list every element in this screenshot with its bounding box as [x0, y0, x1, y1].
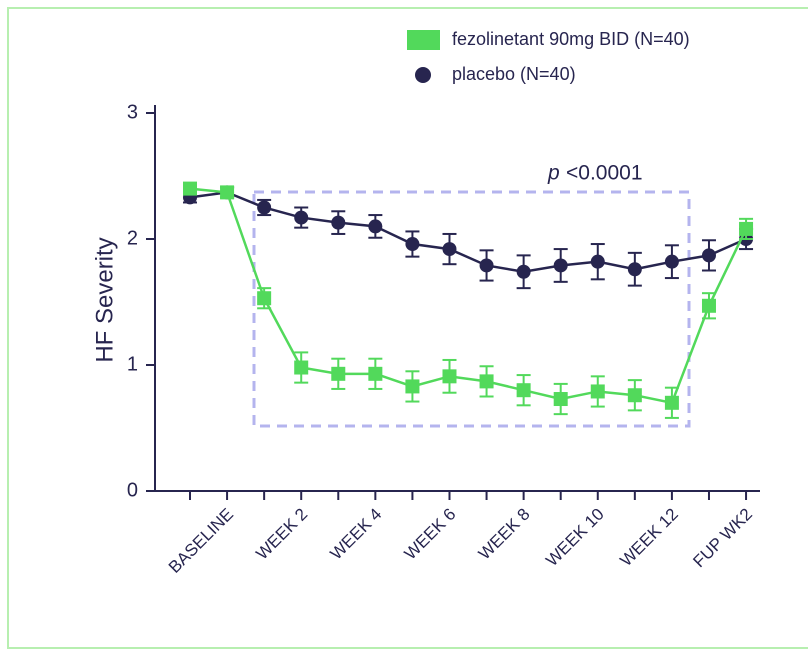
- marker: [627, 262, 642, 277]
- marker: [701, 248, 716, 263]
- marker: [516, 264, 531, 279]
- marker: [701, 298, 716, 313]
- x-tick-label: BASELINE: [165, 505, 237, 577]
- marker: [553, 392, 568, 407]
- legend-label: placebo (N=40): [452, 64, 576, 84]
- y-axis-label: HF Severity: [91, 237, 118, 362]
- marker: [739, 221, 754, 236]
- marker: [405, 237, 420, 252]
- marker: [368, 366, 383, 381]
- marker: [590, 254, 605, 269]
- x-tick-label: WEEK 2: [252, 505, 311, 564]
- marker: [664, 254, 679, 269]
- series-line: [189, 191, 747, 274]
- marker: [442, 369, 457, 384]
- marker: [479, 258, 494, 273]
- marker: [257, 200, 272, 215]
- marker: [590, 384, 605, 399]
- legend-marker: [407, 30, 440, 50]
- x-tick-label: FUP WK2: [689, 505, 756, 572]
- x-tick-label: WEEK 10: [542, 505, 608, 571]
- marker: [516, 383, 531, 398]
- marker: [368, 219, 383, 234]
- marker: [442, 242, 457, 257]
- annotation-italic: p: [547, 162, 560, 185]
- marker: [331, 366, 346, 381]
- x-tick-label: WEEK 6: [401, 505, 460, 564]
- x-tick-label: WEEK 8: [475, 505, 534, 564]
- legend-marker: [415, 67, 431, 83]
- x-tick-label: WEEK 12: [616, 505, 682, 571]
- marker: [553, 258, 568, 273]
- marker: [220, 185, 235, 200]
- x-tick-label: WEEK 4: [326, 505, 385, 564]
- annotation: <0.0001: [566, 162, 643, 185]
- marker: [479, 374, 494, 389]
- marker: [627, 388, 642, 403]
- marker: [405, 379, 420, 394]
- marker: [331, 215, 346, 230]
- highlight-box: [252, 190, 691, 428]
- series-line: [189, 187, 748, 405]
- marker: [294, 210, 309, 225]
- frame: [7, 7, 808, 649]
- y-tick-label: 3: [127, 101, 138, 123]
- y-tick-label: 0: [127, 479, 138, 501]
- marker: [183, 181, 197, 196]
- y-tick-label: 1: [127, 353, 138, 375]
- marker: [294, 360, 309, 375]
- legend-label: fezolinetant 90mg BID (N=40): [452, 29, 690, 49]
- marker: [257, 291, 272, 306]
- y-tick-label: 2: [127, 227, 138, 249]
- marker: [664, 395, 679, 410]
